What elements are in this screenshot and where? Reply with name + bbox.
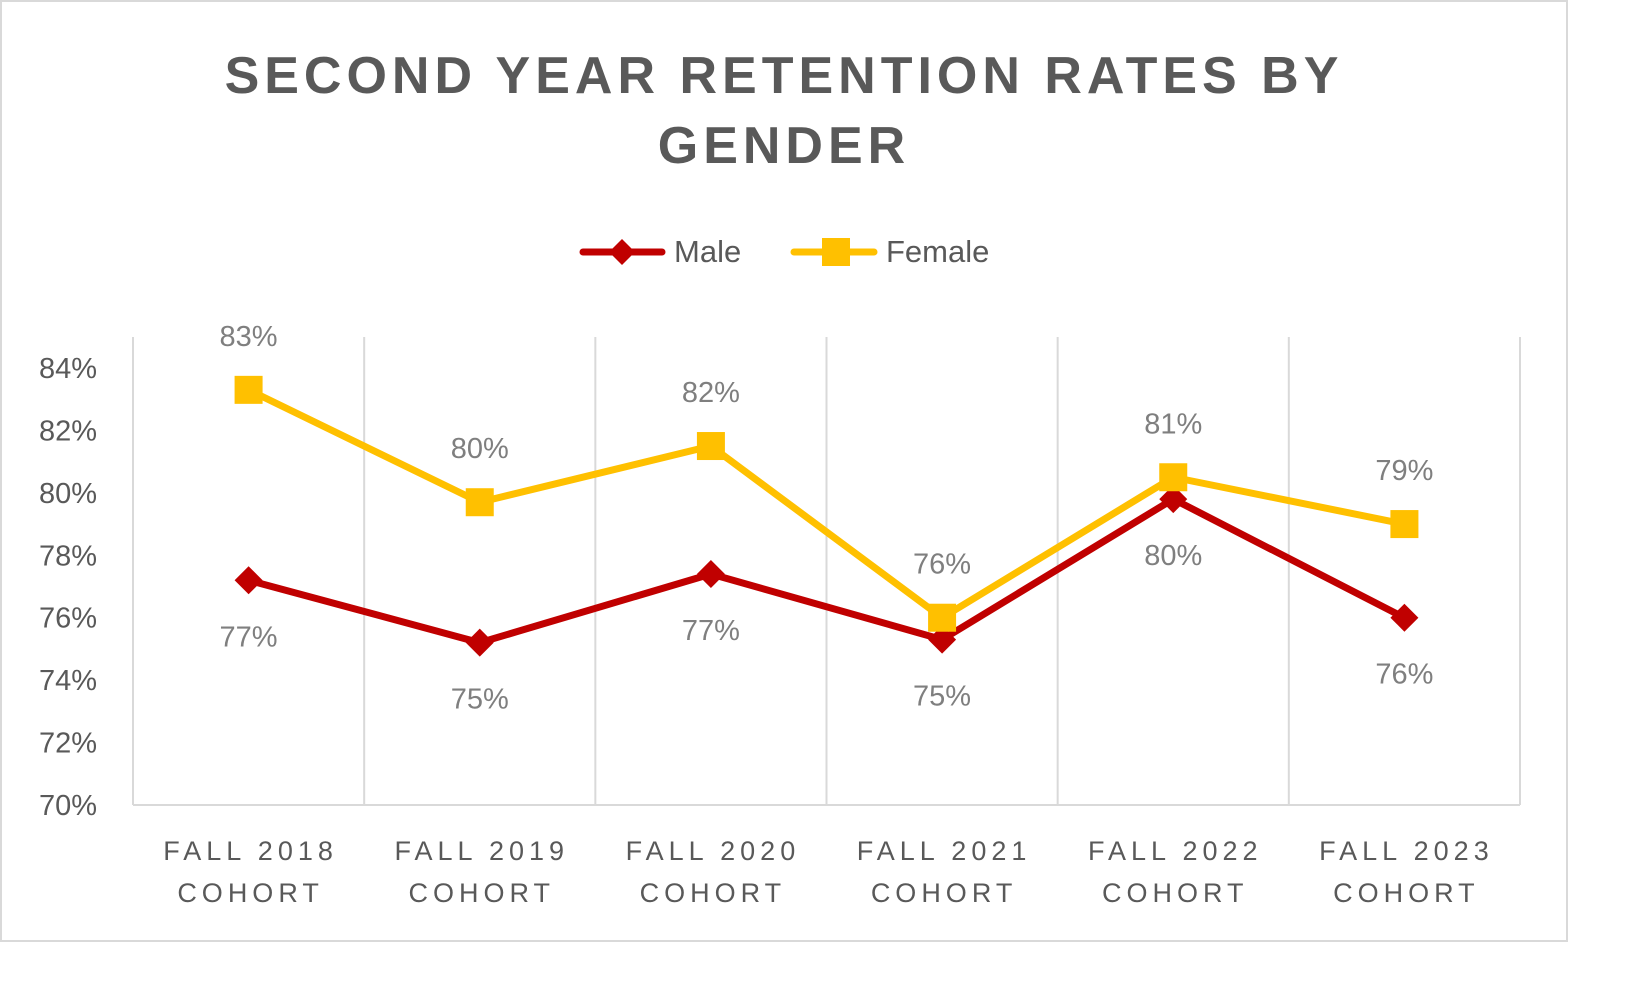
marker-male-diamond: [234, 566, 263, 595]
y-tick-label: 72%: [39, 728, 97, 760]
data-label-male: 77%: [220, 621, 278, 653]
x-tick-label-line: COHORT: [871, 878, 1018, 908]
y-tick-label: 82%: [39, 415, 97, 447]
legend-item-female: Female: [790, 234, 989, 269]
chart-frame: [0, 0, 1568, 942]
legend-square-icon: [822, 238, 850, 266]
series-line-female: [247, 386, 1406, 622]
marker-female-square: [1159, 463, 1188, 492]
x-tick-label: FALL 2018 COHORT: [163, 836, 338, 908]
gridlines: [132, 337, 1521, 805]
x-tick-label: FALL 2021 COHORT: [857, 836, 1032, 908]
x-tick-label-line: COHORT: [640, 878, 787, 908]
marker-female-square: [1390, 510, 1419, 539]
x-tick-label-line: COHORT: [1102, 878, 1249, 908]
x-tick-label-line: FALL 2019: [394, 836, 569, 866]
data-label-female: 81%: [1144, 408, 1202, 440]
y-tick-label: 74%: [39, 665, 97, 697]
data-label-female: 82%: [682, 377, 740, 409]
x-tick-label-line: COHORT: [1333, 878, 1480, 908]
marker-male-diamond: [696, 560, 725, 589]
marker-male-diamond: [465, 628, 494, 657]
marker-female-square: [234, 375, 263, 404]
y-tick-label: 84%: [39, 353, 97, 385]
x-tick-label: FALL 2023 COHORT: [1319, 836, 1494, 908]
y-tick-label: 70%: [39, 790, 97, 822]
series-lines: [247, 386, 1407, 647]
y-tick-label: 80%: [39, 478, 97, 510]
legend-item-male: Male: [579, 234, 741, 269]
x-tick-label-line: COHORT: [408, 878, 555, 908]
x-tick-label-line: FALL 2022: [1088, 836, 1263, 866]
data-label-female: 79%: [1375, 455, 1433, 487]
x-axis-ticks: FALL 2018 COHORT FALL 2019 COHORT FALL 2020 C…: [163, 836, 1494, 908]
y-tick-label: 78%: [39, 540, 97, 572]
data-label-male: 80%: [1144, 540, 1202, 572]
x-tick-label: FALL 2019 COHORT: [394, 836, 569, 908]
x-tick-label-line: FALL 2020: [626, 836, 801, 866]
series-markers: [234, 375, 1419, 657]
marker-male-diamond: [1390, 603, 1419, 632]
data-label-male: 75%: [913, 681, 971, 713]
chart-title-line-2: GENDER: [658, 117, 910, 175]
x-tick-label-line: FALL 2023: [1319, 836, 1494, 866]
legend-female-label: Female: [886, 234, 989, 269]
data-label-female: 83%: [220, 321, 278, 353]
legend: Male Female: [579, 234, 989, 269]
marker-female-square: [696, 432, 725, 461]
x-tick-label-line: FALL 2018: [163, 836, 338, 866]
chart-title-line-1: SECOND YEAR RETENTION RATES BY: [225, 47, 1344, 105]
series-line-male: [247, 495, 1407, 647]
x-tick-label-line: COHORT: [177, 878, 324, 908]
data-label-female: 80%: [451, 433, 509, 465]
legend-diamond-icon: [609, 239, 635, 265]
marker-male-diamond: [928, 625, 957, 654]
marker-female-square: [928, 603, 957, 632]
chart-title: SECOND YEAR RETENTION RATES BY GENDER: [225, 47, 1344, 175]
legend-male-label: Male: [674, 234, 741, 269]
x-tick-label: FALL 2020 COHORT: [626, 836, 801, 908]
data-labels: 77% 75% 77% 75% 80% 76% 83% 80% 82% 76% 81% 79%: [220, 321, 1434, 716]
marker-female-square: [465, 488, 494, 517]
y-axis-ticks: 70% 72% 74% 76% 78% 80% 82% 84%: [39, 353, 97, 822]
data-label-male: 76%: [1375, 659, 1433, 691]
data-label-male: 77%: [682, 615, 740, 647]
x-tick-label-line: FALL 2021: [857, 836, 1032, 866]
line-chart: SECOND YEAR RETENTION RATES BY GENDER Ma…: [39, 47, 1521, 908]
marker-male-diamond: [1159, 485, 1188, 514]
y-tick-label: 76%: [39, 603, 97, 635]
data-label-male: 75%: [451, 684, 509, 716]
data-label-female: 76%: [913, 549, 971, 581]
x-tick-label: FALL 2022 COHORT: [1088, 836, 1263, 908]
